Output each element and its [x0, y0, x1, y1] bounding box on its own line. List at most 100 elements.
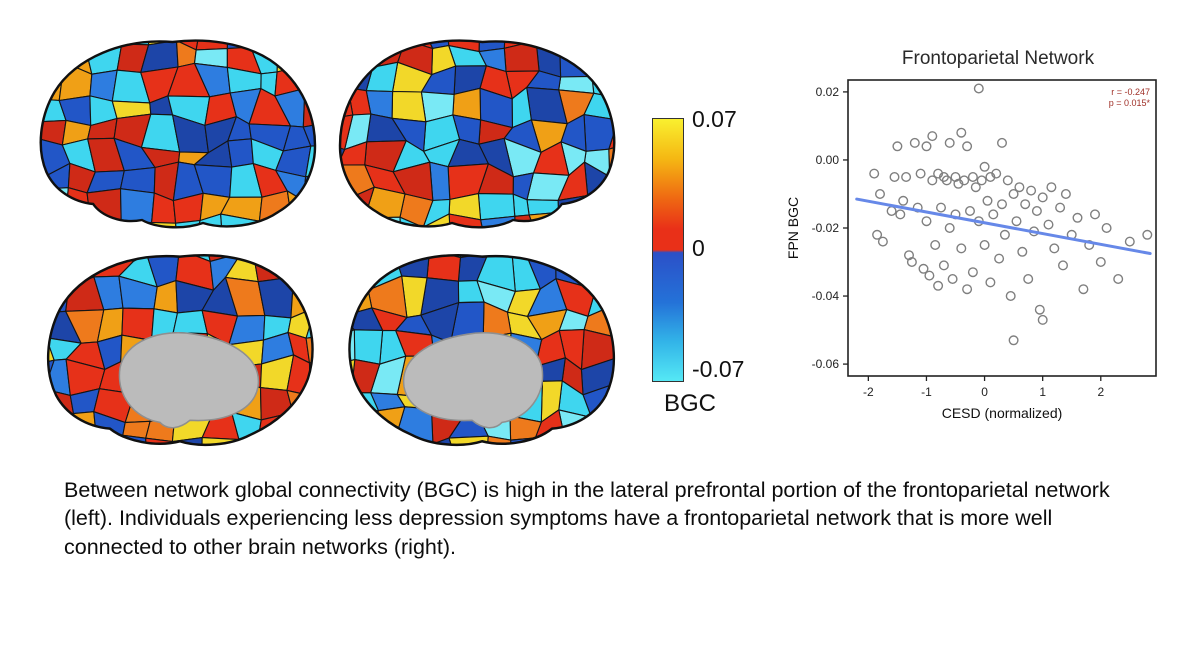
scatter-point	[962, 141, 973, 152]
scatter-point	[938, 260, 949, 271]
y-tick-label: -0.06	[812, 357, 840, 371]
brain-parcel	[609, 40, 615, 76]
brain-parcellation	[30, 242, 313, 445]
brain-parcel	[98, 255, 135, 263]
scatter-point	[1034, 304, 1045, 315]
colorbar-tick-max: 0.07	[692, 106, 737, 132]
scatter-point	[1049, 243, 1060, 254]
annotation-p: p = 0.015*	[1109, 98, 1151, 108]
brain-parcel	[96, 434, 124, 445]
brain-parcel	[616, 304, 632, 344]
brain-parcel	[139, 221, 178, 228]
scatter-point	[886, 205, 897, 216]
y-tick-label: 0.00	[816, 153, 840, 167]
brain-parcel	[349, 256, 353, 282]
scatter-point	[982, 195, 993, 206]
scatter-point	[1017, 246, 1028, 257]
trend-line	[855, 197, 1152, 256]
brain-parcel	[554, 255, 596, 265]
scatter-canvas: -2 -1 0 1 2 0.02 0.00 -0.02 -0.04 -0.06 r = -0.247…	[785, 79, 1157, 421]
brain-parcel	[608, 447, 632, 457]
brain-parcel	[85, 40, 123, 50]
brain-parcel	[609, 262, 614, 288]
brain-parcel	[510, 437, 539, 445]
brain-medial-right	[332, 242, 632, 457]
brain-parcel	[64, 221, 100, 228]
brain-parcel	[349, 255, 384, 264]
scatter-point	[956, 243, 967, 254]
brain-lateral-left	[22, 30, 327, 235]
brain-parcel	[276, 40, 310, 73]
brain-parcel	[306, 255, 313, 287]
scatter-point	[964, 205, 975, 216]
annotation-r: r = -0.247	[1111, 87, 1150, 97]
brain-parcel	[305, 434, 313, 445]
brain-parcel	[328, 30, 339, 50]
brain-parcel	[302, 120, 315, 147]
brain-parcel	[302, 192, 315, 217]
scatter-point	[872, 229, 883, 240]
brain-parcel	[365, 61, 399, 93]
brain-parcel	[90, 221, 128, 228]
brain-parcel	[432, 437, 462, 445]
scatter-point	[869, 168, 880, 179]
brain-parcel	[349, 277, 352, 318]
brain-parcel	[609, 415, 614, 445]
scatter-point	[930, 239, 941, 250]
brain-parcel	[172, 309, 209, 335]
scatter-point	[967, 267, 978, 278]
brain-parcel	[71, 40, 94, 51]
x-tick-label: -2	[863, 385, 874, 399]
scatter-point	[901, 171, 912, 182]
scatter-point	[1037, 314, 1048, 325]
brain-parcel	[609, 255, 614, 267]
brain-parcel	[249, 40, 282, 48]
brain-parcel	[290, 276, 313, 319]
brain-parcel	[288, 212, 310, 228]
scatter-point	[1008, 188, 1019, 199]
brain-parcel	[48, 434, 79, 445]
brain-lateral-left-svg	[39, 39, 317, 229]
scatter-point	[962, 284, 973, 295]
y-tick-label: -0.02	[812, 221, 840, 235]
brain-parcel	[609, 384, 614, 422]
brain-parcel	[349, 435, 354, 445]
brain-parcel	[349, 433, 378, 445]
brain-parcel	[340, 217, 371, 228]
brain-parcel	[340, 67, 353, 96]
plot-border	[847, 79, 1157, 377]
brain-parcel	[48, 420, 55, 438]
brain-parcel	[277, 40, 315, 45]
scatter-point	[1023, 273, 1034, 284]
brain-parcel	[531, 40, 571, 42]
scatter-point	[999, 229, 1010, 240]
brain-parcel	[562, 441, 590, 445]
scatter-point	[1002, 175, 1013, 186]
brain-parcel	[40, 188, 44, 219]
brain-parcel	[583, 40, 615, 78]
brain-parcel	[40, 45, 42, 77]
brain-lateral-right	[328, 30, 633, 235]
scatter-point	[1011, 216, 1022, 227]
brain-parcellation	[328, 30, 633, 228]
brain-medial-left-svg	[30, 242, 314, 447]
scatter-point	[1095, 256, 1106, 267]
brain-parcel	[40, 172, 44, 191]
brain-parcel	[304, 62, 315, 94]
brain-parcel	[200, 436, 240, 445]
brain-parcel	[290, 433, 313, 445]
scatter-point	[988, 209, 999, 220]
scatter-point	[976, 175, 987, 186]
brain-parcel	[77, 242, 102, 254]
brain-parcel	[235, 439, 259, 445]
brain-parcel	[30, 389, 44, 422]
scatter-point	[909, 137, 920, 148]
brain-parcel	[86, 188, 122, 228]
brain-parcel	[305, 386, 313, 414]
brain-parcel	[618, 98, 633, 120]
scatter-point	[1026, 185, 1037, 196]
brain-parcel	[30, 242, 41, 262]
brain-parcel	[584, 214, 615, 228]
brain-parcel	[581, 40, 612, 48]
